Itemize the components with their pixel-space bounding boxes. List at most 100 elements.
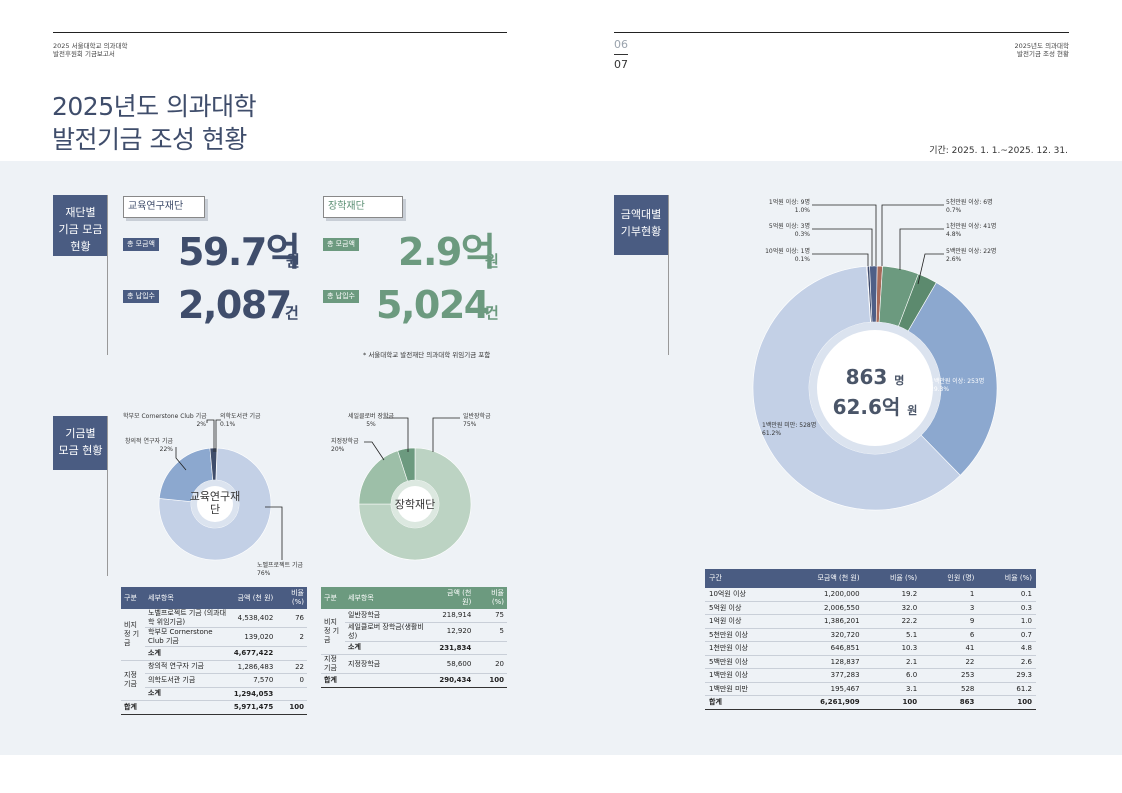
edu-label-text: 학부모 Cornerstone Club 기금 — [123, 413, 207, 420]
table-cell: 41 — [921, 641, 979, 656]
table-header-cell: 비율 (%) — [474, 587, 507, 609]
table-cell: 2.1 — [863, 655, 922, 669]
amt-leader-10억 — [812, 253, 869, 266]
table-cell: 195,467 — [781, 682, 864, 696]
amt-label-5백만: 5백만원 이상: 22명 2.6% — [946, 248, 997, 263]
right-header-line1: 2025년도 의과대학 — [1014, 42, 1070, 50]
table-header-cell: 구간 — [705, 569, 782, 588]
table-cell: 5,971,475 — [230, 700, 277, 715]
edu-label-text: 의학도서관 기금 — [220, 413, 261, 420]
table-header-cell: 비율 (%) — [978, 569, 1036, 588]
amt-leader-5천만 — [881, 204, 944, 266]
section-tag-text: 금액대별 — [620, 208, 662, 221]
amt-label-1천만: 1천만원 이상: 41명 4.8% — [946, 223, 997, 238]
table-cell: 0 — [276, 673, 307, 688]
table-cell: 소계 — [345, 641, 433, 655]
table-cell: 0.1 — [978, 588, 1036, 602]
table-row: 합계 290,434 100 — [321, 673, 507, 688]
section-divider — [107, 195, 108, 355]
table-cell: 4.8 — [978, 641, 1036, 656]
table-row: 5천만원 이상 320,720 5.1 6 0.7 — [705, 628, 1036, 642]
edu-total-unit: 원 — [286, 252, 300, 270]
table-cell: 비지정 기금 — [321, 609, 345, 655]
table-cell: 지정 기금 — [121, 660, 145, 701]
page-title-line1: 2025년도 의과대학 — [52, 92, 257, 121]
schol-donut-center-title: 장학재단 — [394, 498, 436, 511]
table-cell — [474, 641, 507, 655]
right-running-header: 2025년도 의과대학 발전기금 조성 현황 — [1015, 42, 1070, 58]
table-header-cell: 세부항목 — [345, 587, 433, 609]
page-number-right: 07 — [614, 58, 628, 71]
schol-label-designated: 지정장학금 20% — [331, 438, 359, 453]
period-text: 기간: 2025. 1. 1.~2025. 12. 31. — [929, 146, 1068, 156]
table-cell: 100 — [276, 700, 307, 715]
schol-label-text: 지정장학금 — [331, 438, 359, 445]
table-cell: 창의적 연구자 기금 — [145, 660, 231, 674]
table-cell — [276, 687, 307, 701]
table-cell: 100 — [863, 695, 922, 710]
table-cell: 139,020 — [230, 627, 277, 647]
table-cell: 4,677,422 — [230, 646, 277, 661]
table-row: 합계 6,261,909 100 863 100 — [705, 695, 1036, 710]
table-cell: 학부모 Cornerstone Club 기금 — [145, 627, 231, 647]
edu-leader-nobel — [265, 506, 283, 560]
table-cell: 소계 — [145, 687, 231, 701]
table-cell: 1천만원 이상 — [705, 641, 782, 656]
table-cell: 1백만원 미만 — [705, 682, 782, 696]
table-header-cell: 구분 — [321, 587, 345, 609]
amt-leader-5억 — [812, 228, 873, 266]
table-header-cell: 비율 (%) — [276, 587, 307, 609]
left-top-rule — [53, 32, 507, 33]
table-cell: 320,720 — [781, 628, 864, 642]
section-tag-text: 재단별 — [65, 206, 96, 219]
amt-label-5천만: 5천만원 이상: 6명 0.7% — [946, 199, 993, 214]
table-cell: 29.3 — [978, 668, 1036, 683]
amt-label-1백만이상: 1백만원 이상: 253명 29.3% — [930, 378, 985, 393]
left-header-line1: 2025 서울대학교 의과대학 — [53, 42, 128, 50]
schol-leader-designated — [364, 441, 385, 461]
left-running-header: 2025 서울대학교 의과대학 발전후원회 기금보고서 — [53, 42, 128, 58]
table-cell: 5천만원 이상 — [705, 628, 782, 642]
table-header-cell: 모금액 (천 원) — [781, 569, 864, 588]
amt-label-10억: 10억원 이상: 1명 0.1% — [765, 248, 810, 263]
page-number-left: 06 — [614, 38, 628, 51]
schol-foundation-label: 장학재단 — [323, 196, 403, 218]
edu-total-value: 59.7억 — [178, 230, 301, 274]
table-cell: 128,837 — [781, 655, 864, 669]
amt-label-1백만미만: 1백만원 미만: 528명 61.2% — [762, 422, 817, 437]
section-tag-text: 모금 현황 — [58, 444, 103, 457]
center-count-value: 863 — [845, 365, 888, 389]
edu-label-nobel: 노벨프로젝트 기금 76% — [257, 562, 304, 577]
edu-label-text: 창의적 연구자 기금 — [125, 438, 173, 445]
table-cell: 22 — [276, 660, 307, 674]
table-header-row: 구분 세부항목 금액 (천 원) 비율 (%) — [321, 587, 507, 609]
edu-leader-cornerstone — [206, 419, 215, 452]
table-cell — [276, 646, 307, 661]
section-tag-fund: 기금별 모금 현황 — [53, 416, 108, 470]
table-header-cell: 금액 (천 원) — [432, 587, 475, 609]
table-row: 비지정 기금 일반장학금 218,914 75 — [321, 609, 507, 655]
table-cell: 231,834 — [432, 641, 475, 655]
section-tag-text: 현황 — [70, 240, 91, 253]
table-row: 세일클로버 장학금(생활비성) 12,920 5 — [321, 622, 507, 642]
table-cell: 22.2 — [863, 614, 922, 629]
edu-label-cornerstone: 학부모 Cornerstone Club 기금 2% — [123, 413, 207, 428]
section-tag-foundation: 재단별 기금 모금 현황 — [53, 195, 108, 256]
table-cell: 6.0 — [863, 668, 922, 683]
table-row: 합계 5,971,475 100 — [121, 700, 307, 715]
table-row: 소계 231,834 — [321, 641, 507, 655]
table-cell: 3.1 — [863, 682, 922, 696]
table-row: 10억원 이상 1,200,000 19.2 1 0.1 — [705, 588, 1036, 602]
schol-total-unit: 원 — [485, 252, 499, 270]
table-row: 5억원 이상 2,006,550 32.0 3 0.3 — [705, 601, 1036, 615]
table-cell: 253 — [921, 668, 979, 683]
table-row: 소계 1,294,053 — [121, 687, 307, 701]
table-cell: 218,914 — [432, 609, 475, 623]
table-cell: 76 — [276, 609, 307, 628]
table-cell: 합계 — [121, 700, 231, 715]
table-row: 학부모 Cornerstone Club 기금 139,020 2 — [121, 627, 307, 647]
edu-label-text: 노벨프로젝트 기금 — [257, 562, 304, 569]
schol-total-value: 2.9억 — [398, 230, 496, 274]
